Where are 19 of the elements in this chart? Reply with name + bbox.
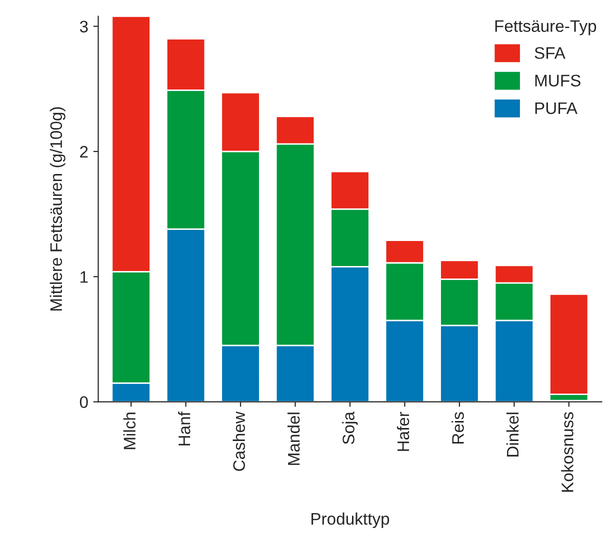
x-tick-label: Dinkel [506, 412, 519, 456]
x-tick-label: Hafer [396, 412, 410, 451]
x-tick-label: Kokosnuss [561, 412, 574, 492]
x-tick-label: Hanf [178, 412, 190, 446]
y-tick-label: 3 [80, 20, 88, 33]
x-tick-label: Reis [452, 412, 464, 444]
legend-title: Fettsäure-Typ [495, 20, 596, 36]
x-tick-label: Cashew [232, 412, 245, 471]
legend-label: MUFS [535, 74, 580, 87]
legend-label: PUFA [535, 102, 578, 114]
x-axis-title: Produkttyp [312, 512, 390, 528]
x-tick-label: Mandel [287, 412, 300, 465]
y-tick-label: 0 [80, 396, 88, 408]
y-axis-title: Mittlere Fettsäuren (g/100g) [50, 107, 66, 311]
y-tick-label: 1 [80, 271, 88, 283]
x-tick-label: Soja [342, 412, 358, 444]
y-tick-label: 2 [80, 146, 88, 158]
x-tick-label: Milch [123, 412, 136, 450]
legend-label: SFA [534, 47, 566, 59]
